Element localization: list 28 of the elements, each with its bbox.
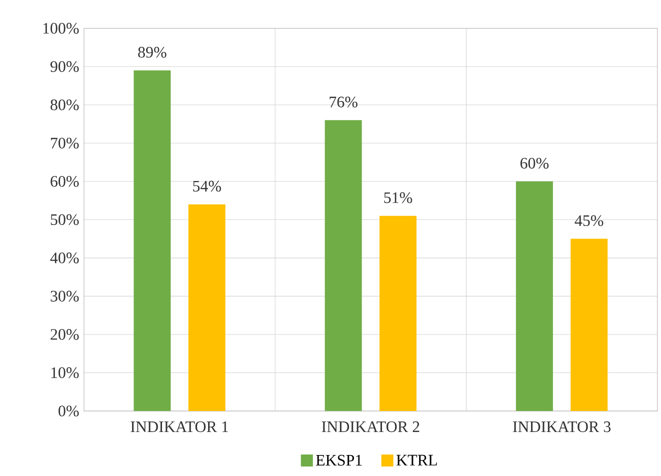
bar bbox=[188, 204, 226, 411]
legend-label: EKSP1 bbox=[316, 454, 362, 466]
data-label: 54% bbox=[193, 180, 221, 192]
y-tick-label: 30% bbox=[50, 290, 79, 302]
bar bbox=[380, 216, 416, 411]
bar bbox=[570, 238, 608, 411]
y-tick-label: 50% bbox=[50, 214, 79, 226]
bar bbox=[134, 70, 171, 411]
y-tick-label: 70% bbox=[51, 138, 79, 149]
y-tick-label: 100% bbox=[43, 22, 79, 34]
y-tick-label: 20% bbox=[50, 329, 79, 340]
y-tick-label: 90% bbox=[50, 61, 79, 72]
data-label: 89% bbox=[138, 46, 166, 58]
bar bbox=[324, 120, 362, 411]
x-tick-label: INDIKATOR 2 bbox=[322, 421, 420, 432]
data-label: 60% bbox=[520, 158, 549, 169]
data-label: 76% bbox=[330, 96, 358, 108]
x-tick-label: INDIKATOR 3 bbox=[512, 421, 611, 432]
data-label: 45% bbox=[574, 215, 604, 226]
y-tick-label: 0% bbox=[58, 406, 79, 416]
data-label: 51% bbox=[384, 192, 412, 204]
y-tick-label: 60% bbox=[50, 176, 79, 187]
y-tick-label: 10% bbox=[51, 367, 79, 378]
bar bbox=[516, 181, 553, 411]
legend-label: KTRL bbox=[396, 454, 437, 466]
y-tick-label: 80% bbox=[50, 99, 79, 110]
x-tick-label: INDIKATOR 1 bbox=[130, 421, 228, 432]
y-tick-label: 40% bbox=[50, 252, 79, 264]
